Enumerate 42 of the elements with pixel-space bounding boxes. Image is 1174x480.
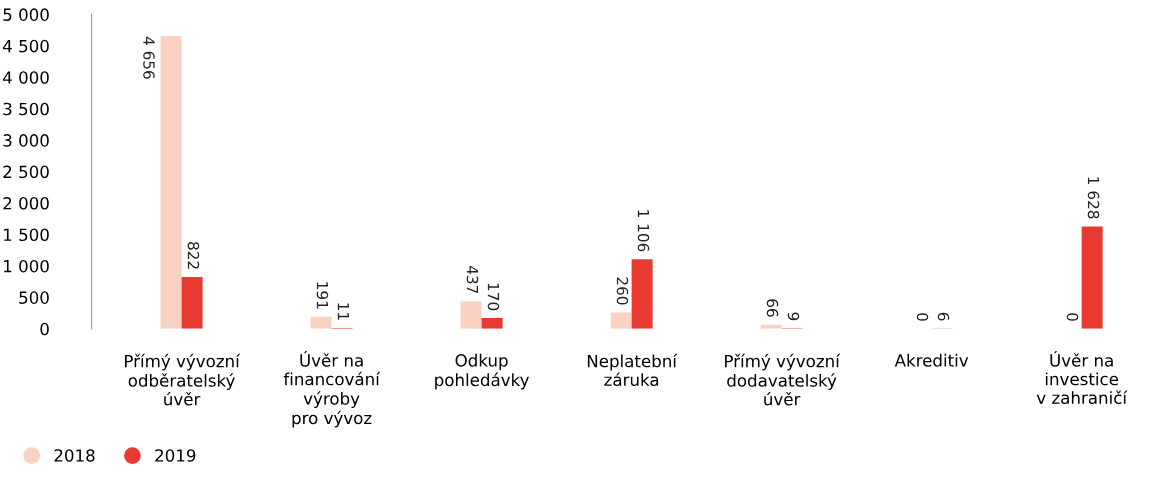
y-tick-label: 2 000	[3, 197, 49, 210]
y-tick-label: 500	[19, 291, 49, 304]
legend-label: 2018	[54, 449, 95, 462]
bar	[631, 259, 653, 329]
data-label: 191	[316, 282, 329, 309]
bar	[481, 318, 503, 329]
data-label: 0	[916, 313, 929, 321]
x-tick-label: Přímý vývozní odběratelský úvěr	[125, 353, 241, 406]
y-tick-label: 3 000	[3, 134, 49, 147]
data-label: 9	[787, 312, 800, 321]
data-label: 1 628	[1087, 177, 1100, 219]
y-tick-label: 4 000	[3, 71, 49, 84]
data-label: 4 656	[143, 36, 155, 79]
data-label: 260	[616, 277, 629, 305]
data-label: 11	[337, 303, 350, 320]
x-tick-label: Akreditiv	[894, 353, 969, 367]
y-tick-label: 5 000	[3, 8, 49, 21]
bar	[310, 316, 332, 329]
data-label: 0	[1066, 313, 1079, 321]
x-tick-label: Úvěr na financování výroby pro vývoz	[283, 351, 381, 428]
y-tick-label: 0	[40, 322, 49, 336]
y-tick-label: 4 500	[3, 39, 49, 53]
data-label: 6	[937, 312, 950, 321]
bar	[160, 36, 182, 329]
y-tick-label: 3 500	[3, 102, 49, 116]
data-label: 66	[766, 299, 779, 317]
x-tick-label: Neplatební záruka	[587, 353, 678, 387]
data-label: 437	[466, 265, 479, 294]
y-tick-label: 1 500	[4, 228, 49, 242]
y-tick-label: 2 500	[3, 165, 49, 179]
data-label: 822	[187, 242, 200, 269]
y-tick-label: 1 000	[4, 259, 49, 273]
data-label: 170	[487, 283, 500, 311]
bar	[460, 301, 482, 329]
legend-label: 2019	[155, 449, 196, 462]
data-label: 1 106	[637, 210, 650, 252]
x-tick-label: Úvěr na investice v zahraničí	[1036, 351, 1128, 405]
bar	[610, 312, 632, 329]
bar	[1081, 226, 1103, 329]
x-tick-label: Přímý vývozní dodavatelský úvěr	[725, 353, 841, 406]
x-tick-label: Odkup pohledávky	[435, 353, 529, 390]
bar	[181, 277, 203, 329]
